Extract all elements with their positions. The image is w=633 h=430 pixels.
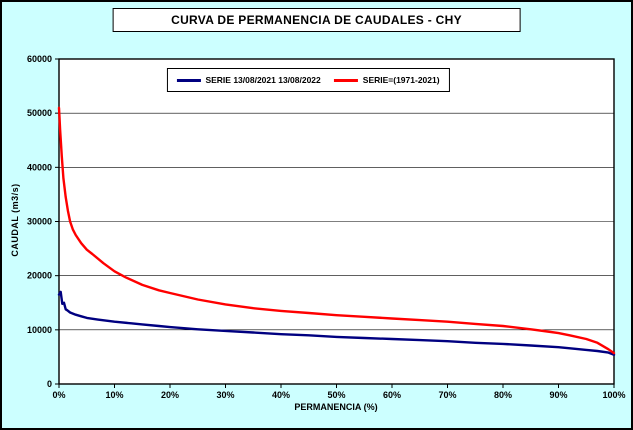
legend-item-serie-1971-2021: SERIE=(1971-2021) xyxy=(333,75,440,85)
x-tick-label: 90% xyxy=(549,390,567,400)
x-tick-label: 20% xyxy=(161,390,179,400)
x-tick-label: 60% xyxy=(383,390,401,400)
x-tick-label: 100% xyxy=(602,390,625,400)
legend-label-serie-1971-2021: SERIE=(1971-2021) xyxy=(362,75,440,85)
y-tick-label: 50000 xyxy=(27,108,52,118)
x-tick-label: 80% xyxy=(494,390,512,400)
chart-title: CURVA DE PERMANENCIA DE CAUDALES - CHY xyxy=(112,8,521,32)
x-tick-label: 40% xyxy=(272,390,290,400)
y-tick-label: 0 xyxy=(47,379,52,389)
legend-label-serie-2021-2022: SERIE 13/08/2021 13/08/2022 xyxy=(205,75,321,85)
legend-item-serie-2021-2022: SERIE 13/08/2021 13/08/2022 xyxy=(176,75,321,85)
x-tick-label: 30% xyxy=(216,390,234,400)
x-axis-title: PERMANENCIA (%) xyxy=(294,402,378,412)
series-line-0 xyxy=(57,290,616,356)
y-tick-label: 40000 xyxy=(27,162,52,172)
y-tick-label: 30000 xyxy=(27,217,52,227)
y-tick-label: 20000 xyxy=(27,271,52,281)
plot-border xyxy=(58,58,615,385)
y-tick-label: 60000 xyxy=(27,54,52,64)
legend-swatch-blue xyxy=(176,78,201,82)
x-tick-label: 70% xyxy=(438,390,456,400)
legend: SERIE 13/08/2021 13/08/2022 SERIE=(1971-… xyxy=(166,68,450,92)
x-tick-label: 50% xyxy=(327,390,345,400)
y-tick-label: 10000 xyxy=(27,325,52,335)
y-axis-title: CAUDAL (m3/s) xyxy=(10,183,20,257)
legend-swatch-red xyxy=(333,78,358,82)
x-tick-label: 10% xyxy=(105,390,123,400)
x-tick-label: 0% xyxy=(52,390,65,400)
series-line-1 xyxy=(57,106,616,355)
